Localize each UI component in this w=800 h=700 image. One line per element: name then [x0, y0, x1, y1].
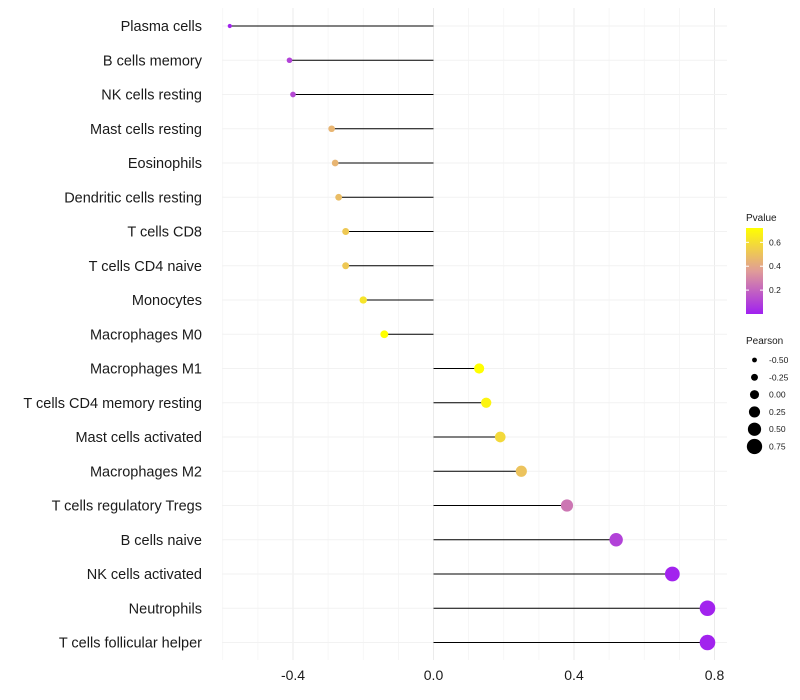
lollipop-point — [515, 465, 527, 477]
lollipop-point — [560, 499, 574, 512]
x-tick-label: 0.8 — [705, 667, 725, 683]
lollipop-point — [331, 159, 339, 167]
legend-pearson-dot — [751, 373, 758, 381]
grid-layer — [222, 8, 727, 660]
category-label: Dendritic cells resting — [64, 190, 202, 206]
category-label: T cells follicular helper — [59, 636, 202, 652]
point-layer — [227, 23, 716, 651]
category-label: T cells regulatory Tregs — [52, 499, 202, 515]
lollipop-point — [664, 566, 680, 582]
legend-pvalue-tick-label: 0.2 — [769, 285, 781, 295]
lollipop-point — [286, 57, 293, 64]
category-label: Eosinophils — [128, 156, 202, 172]
lollipop-point — [335, 193, 343, 201]
lollipop-point — [481, 397, 492, 408]
x-tick-label: 0.0 — [424, 667, 444, 683]
lollipop-point — [328, 125, 335, 133]
legend-pearson-label: 0.75 — [769, 442, 786, 452]
lollipop-point — [290, 91, 296, 98]
legend-pearson-dot — [747, 422, 762, 436]
legend-pearson-label: -0.25 — [769, 372, 789, 382]
lollipop-point — [227, 23, 232, 29]
legend-pvalue-title: Pvalue — [746, 213, 777, 224]
legend-pearson-dot — [752, 357, 757, 363]
lollipop-point — [380, 330, 389, 339]
category-label: B cells naive — [121, 533, 202, 549]
category-label: Macrophages M0 — [90, 327, 202, 343]
category-label: Plasma cells — [121, 19, 202, 35]
category-label: Neutrophils — [129, 601, 202, 617]
legend-pearson-dot — [748, 406, 761, 418]
lollipop-point — [494, 431, 506, 443]
legend-pearson-dot — [749, 390, 760, 400]
category-label: B cells memory — [103, 53, 203, 69]
legend-pvalue-tick-label: 0.4 — [769, 261, 781, 271]
legend-pearson-label: 0.00 — [769, 390, 786, 400]
category-label: T cells CD8 — [127, 225, 202, 241]
lollipop-point — [609, 533, 623, 547]
legend-pearson-label: 0.50 — [769, 424, 786, 434]
legend-pvalue-colorbar — [746, 228, 763, 314]
category-axis: Plasma cells B cells memory NK cells resti… — [23, 19, 202, 652]
x-axis: -0.4 0.0 0.4 0.8 — [281, 667, 725, 683]
legend-pearson-dot — [746, 438, 763, 455]
lollipop-point — [699, 634, 716, 651]
category-label: Mast cells activated — [75, 430, 202, 446]
category-label: T cells CD4 naive — [89, 259, 202, 275]
category-label: Monocytes — [132, 293, 202, 309]
x-tick-label: -0.4 — [281, 667, 305, 683]
stem-layer — [229, 25, 708, 643]
legend-pearson-title: Pearson — [746, 336, 783, 347]
legend-pearson-label: 0.25 — [769, 407, 786, 417]
legend-pvalue-tick-label: 0.6 — [769, 237, 781, 247]
lollipop-point — [699, 600, 716, 617]
legend-pearson-label: -0.50 — [769, 355, 789, 365]
x-tick-label: 0.4 — [564, 667, 584, 683]
category-label: Mast cells resting — [90, 122, 202, 138]
lollipop-point — [474, 363, 485, 374]
legend-pvalue: Pvalue 0.2 0.4 0.6 — [746, 213, 781, 314]
lollipop-point — [359, 296, 367, 304]
category-label: NK cells resting — [101, 88, 202, 104]
category-label: T cells CD4 memory resting — [23, 396, 202, 412]
category-label: Macrophages M1 — [90, 362, 202, 378]
category-label: NK cells activated — [87, 567, 202, 583]
legend-pearson: Pearson -0.50 -0.25 0.00 0.25 0.50 0.75 — [746, 336, 789, 455]
lollipop-point — [342, 228, 350, 235]
lollipop-point — [342, 262, 350, 270]
category-label: Macrophages M2 — [90, 464, 202, 480]
